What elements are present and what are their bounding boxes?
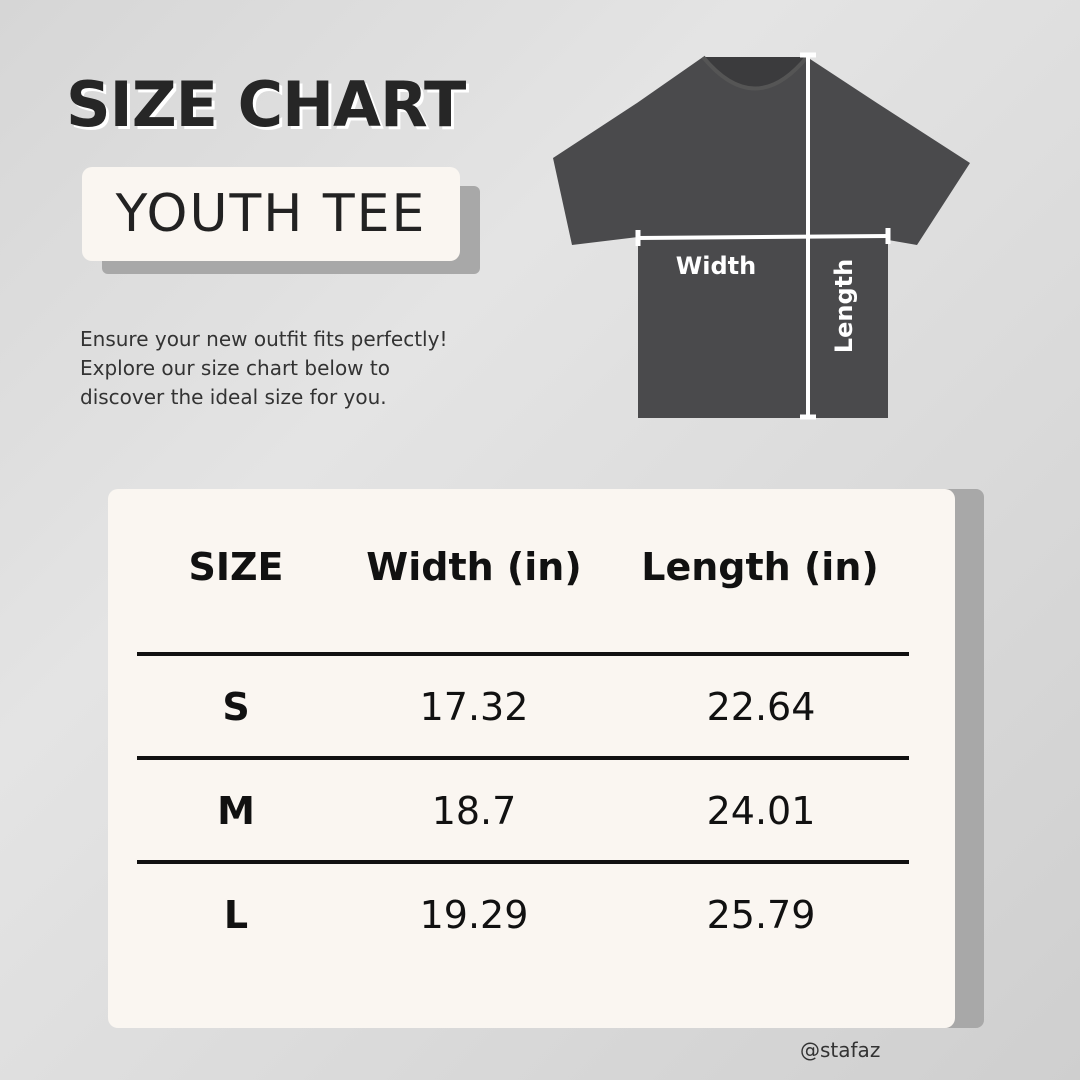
width-cell: 19.29 <box>419 893 529 937</box>
length-label: Length <box>830 259 858 353</box>
size-cell: L <box>223 893 249 937</box>
header-width: Width (in) <box>366 545 582 589</box>
collar <box>701 55 809 91</box>
length-cell: 22.64 <box>706 685 816 729</box>
social-handle: @stafaz <box>800 1038 881 1062</box>
divider <box>137 756 909 760</box>
length-cell: 25.79 <box>706 893 816 937</box>
header-size: SIZE <box>188 545 284 589</box>
divider <box>137 652 909 656</box>
width-line <box>637 234 889 240</box>
width-label: Width <box>676 252 756 280</box>
size-cell: S <box>222 685 250 729</box>
subtitle-badge: YOUTH TEE <box>82 167 460 261</box>
description: Ensure your new outfit fits perfectly! E… <box>80 325 520 412</box>
description-line: Explore our size chart below to <box>80 356 390 380</box>
header-length: Length (in) <box>641 545 879 589</box>
size-cell: M <box>217 789 255 833</box>
description-line: discover the ideal size for you. <box>80 385 387 409</box>
length-cell: 24.01 <box>706 789 816 833</box>
divider <box>137 860 909 864</box>
page-title: SIZE CHART <box>66 68 466 141</box>
width-cell: 18.7 <box>431 789 517 833</box>
description-line: Ensure your new outfit fits perfectly! <box>80 327 448 351</box>
width-cell: 17.32 <box>419 685 529 729</box>
tshirt-diagram: Width Length <box>553 52 970 420</box>
